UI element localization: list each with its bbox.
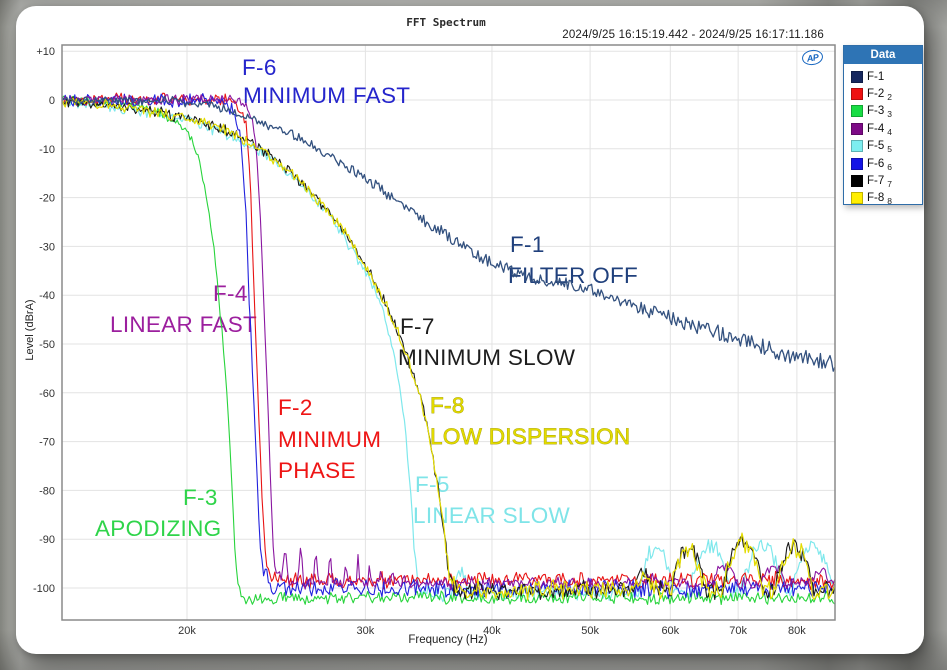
curve-f-8 — [62, 97, 835, 601]
legend-item-subscript: 2 — [887, 92, 892, 103]
axis-tick-labels: +10 0 -10 -20 -30 -40 -50 -60 -70 -80 -90 -100 20k 30… — [33, 46, 806, 637]
legend-item-f-3[interactable]: F-3 3 — [851, 103, 922, 120]
legend-swatch-icon — [851, 88, 863, 101]
plot-border — [61, 44, 836, 621]
legend-item-subscript: 8 — [887, 196, 892, 207]
y-tick-label: -80 — [39, 485, 55, 497]
legend-item-subscript: 3 — [887, 109, 892, 120]
y-tick-label: -10 — [39, 144, 55, 156]
y-tick-label: 0 — [49, 95, 55, 107]
legend-swatch-icon — [851, 175, 863, 188]
annotation-f-7: MINIMUM SLOW — [398, 345, 576, 370]
legend-item-f-5[interactable]: F-5 5 — [851, 138, 922, 155]
fft-curves — [62, 92, 835, 606]
y-tick-label: -100 — [33, 583, 55, 595]
annotation-f-8: LOW DISPERSION — [430, 424, 630, 449]
legend-item-f-6[interactable]: F-6 6 — [851, 155, 922, 172]
legend-item-f-1[interactable]: F-1 — [851, 68, 922, 85]
y-tick-label: -90 — [39, 534, 55, 546]
annotation-f-8: F-8 — [430, 393, 465, 418]
y-tick-label: -30 — [39, 241, 55, 253]
legend-item-f-8[interactable]: F-8 8 — [851, 190, 922, 207]
annotation-f-3: APODIZING — [95, 516, 221, 541]
gridlines — [62, 45, 835, 620]
annotation-f-6: F-6 — [242, 55, 277, 80]
y-tick-label: -60 — [39, 388, 55, 400]
legend-item-subscript: 4 — [887, 126, 892, 137]
x-tick-label: 20k — [178, 625, 196, 637]
curve-f-5 — [62, 98, 835, 603]
legend-item-f-4[interactable]: F-4 4 — [851, 120, 922, 137]
legend-item-subscript: 7 — [887, 179, 892, 190]
legend-item-label: F-6 — [867, 157, 885, 170]
curve-f-1 — [62, 95, 835, 372]
legend-items: F-1 F-2 2 F-3 3 F-4 4 F-5 5 F-6 6 F-7 7 F-8 8 — [844, 64, 922, 207]
curve-f-3 — [62, 95, 835, 606]
annotation-f-2: MINIMUM — [278, 427, 381, 452]
x-tick-label: 70k — [729, 625, 747, 637]
annotation-f-2: PHASE — [278, 458, 356, 483]
x-axis-label: Frequency (Hz) — [408, 634, 488, 646]
annotation-f-7: F-7 — [400, 314, 435, 339]
y-tick-label: -50 — [39, 339, 55, 351]
y-tick-label: -20 — [39, 193, 55, 205]
legend-item-f-2[interactable]: F-2 2 — [851, 85, 922, 102]
x-tick-label: 60k — [661, 625, 679, 637]
y-axis-label: Level (dBrA) — [24, 299, 36, 361]
x-tick-label: 80k — [788, 625, 806, 637]
y-tick-label: -40 — [39, 290, 55, 302]
y-tick-label: -70 — [39, 437, 55, 449]
legend-item-label: F-5 — [867, 140, 885, 153]
annotation-f-4: LINEAR FAST — [110, 312, 257, 337]
legend-item-label: F-7 — [867, 175, 885, 188]
legend-panel[interactable]: Data F-1 F-2 2 F-3 3 F-4 4 F-5 5 F-6 6 F-7 7 F-8 8 — [843, 45, 923, 207]
legend-swatch-icon — [851, 70, 863, 83]
annotation-f-5: LINEAR SLOW — [413, 503, 571, 528]
x-tick-label: 50k — [581, 625, 599, 637]
legend-item-label: F-2 — [867, 88, 885, 101]
x-tick-label: 40k — [483, 625, 501, 637]
legend-header[interactable]: Data — [844, 46, 922, 64]
annotation-f-5: F-5 — [415, 472, 450, 497]
legend-item-label: F-1 — [867, 70, 885, 83]
legend-swatch-icon — [851, 140, 863, 153]
legend-swatch-icon — [851, 105, 863, 118]
legend-item-label: F-3 — [867, 105, 885, 118]
annotation-f-6: MINIMUM FAST — [243, 83, 410, 108]
annotation-f-3: F-3 — [183, 485, 218, 510]
chart-title: FFT Spectrum — [406, 16, 486, 29]
legend-swatch-icon — [851, 157, 863, 170]
legend-item-f-7[interactable]: F-7 7 — [851, 172, 922, 189]
legend-swatch-icon — [851, 122, 863, 135]
annotation-f-2: F-2 — [278, 395, 313, 420]
legend-swatch-icon — [851, 192, 863, 205]
fft-spectrum-panel: FFT Spectrum 2024/9/25 16:15:19.442 - 20… — [16, 6, 924, 654]
annotation-f-1: F-1 — [510, 232, 545, 257]
legend-item-subscript: 6 — [887, 161, 892, 172]
legend-item-label: F-8 — [867, 192, 885, 205]
x-tick-label: 30k — [357, 625, 375, 637]
legend-item-label: F-4 — [867, 122, 885, 135]
legend-item-subscript: 5 — [887, 144, 892, 155]
y-tick-label: +10 — [36, 46, 55, 58]
acquisition-timestamp: 2024/9/25 16:15:19.442 - 2024/9/25 16:17… — [562, 29, 824, 41]
